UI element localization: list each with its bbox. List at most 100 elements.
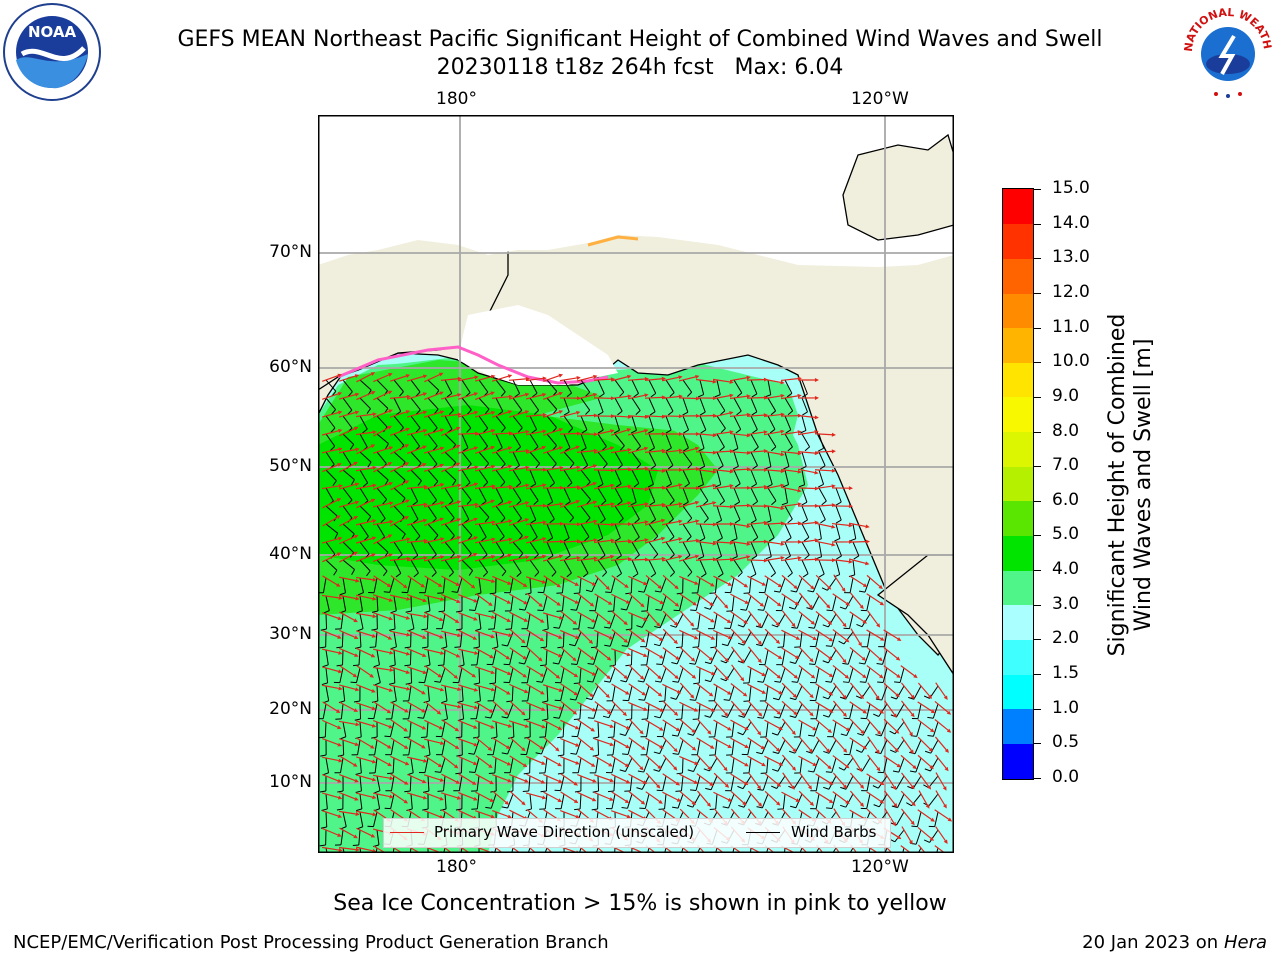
wave-arrow-head bbox=[423, 614, 428, 619]
wave-arrow bbox=[730, 719, 746, 729]
wave-arrow-head bbox=[372, 465, 377, 470]
wind-barb-flag bbox=[806, 607, 813, 610]
wind-barb bbox=[843, 631, 854, 645]
wave-arrow bbox=[712, 558, 731, 561]
wave-arrow bbox=[390, 500, 407, 508]
wave-arrow-head bbox=[641, 691, 647, 696]
wave-arrow-head bbox=[556, 601, 561, 606]
wind-barb-flag bbox=[687, 391, 692, 397]
wave-arrow bbox=[458, 537, 475, 544]
wind-barb bbox=[478, 577, 482, 593]
wind-barb bbox=[776, 775, 786, 789]
wave-arrow bbox=[577, 628, 591, 642]
wave-arrow bbox=[763, 484, 781, 490]
wave-arrow-head bbox=[406, 596, 411, 601]
wind-barb bbox=[357, 739, 361, 755]
wind-barb-flag bbox=[876, 663, 883, 665]
wave-arrow bbox=[441, 664, 456, 677]
wave-arrow-head bbox=[810, 620, 816, 625]
wave-arrow bbox=[799, 772, 811, 787]
wind-barb bbox=[866, 793, 871, 809]
wind-barb bbox=[561, 577, 565, 593]
wind-barb-flag bbox=[468, 570, 474, 576]
wind-barb bbox=[443, 595, 446, 612]
wind-barb-flag bbox=[859, 681, 866, 683]
wave-arrow-head bbox=[507, 778, 512, 783]
wind-barb bbox=[342, 847, 345, 853]
wind-barb-flag bbox=[573, 592, 580, 594]
colorbar-tick-label: 3.0 bbox=[1052, 593, 1080, 614]
wind-barb-flag bbox=[822, 624, 829, 628]
wave-arrow bbox=[780, 468, 798, 473]
wind-barb-flag bbox=[804, 446, 810, 452]
wave-arrow bbox=[764, 628, 778, 642]
wind-barb-flag bbox=[650, 464, 657, 470]
colorbar-segment bbox=[1003, 223, 1033, 259]
wind-barb bbox=[883, 757, 888, 773]
wind-barb bbox=[866, 595, 871, 611]
wind-barb bbox=[325, 847, 328, 853]
wave-arrow bbox=[628, 664, 642, 678]
wave-arrow-head bbox=[592, 464, 598, 469]
wave-arrow-head bbox=[814, 377, 819, 382]
wave-arrow bbox=[900, 845, 912, 853]
wave-arrow bbox=[797, 487, 816, 490]
wave-arrow bbox=[814, 522, 832, 528]
wave-arrow bbox=[695, 540, 713, 545]
wind-barb bbox=[881, 685, 888, 701]
wave-arrow bbox=[509, 611, 525, 621]
wave-arrow-head bbox=[875, 695, 880, 701]
wind-barb bbox=[682, 451, 693, 465]
wave-arrow bbox=[747, 755, 763, 765]
wave-arrow-head bbox=[657, 584, 662, 589]
wave-arrow bbox=[526, 592, 541, 605]
wave-arrow bbox=[390, 666, 407, 673]
wind-barb-flag bbox=[399, 391, 404, 397]
wave-arrow bbox=[423, 648, 441, 654]
wave-arrow bbox=[338, 594, 356, 600]
wind-barb bbox=[580, 397, 591, 411]
wind-barb bbox=[546, 487, 554, 503]
wind-barb bbox=[630, 649, 633, 666]
wind-barb bbox=[699, 487, 709, 502]
wave-arrow bbox=[576, 450, 594, 453]
wind-barb bbox=[750, 433, 759, 448]
wind-barb bbox=[763, 595, 769, 611]
wind-barb-flag bbox=[413, 572, 419, 578]
wave-arrow bbox=[423, 556, 441, 562]
wind-barb-flag bbox=[825, 771, 832, 773]
wind-barb bbox=[710, 649, 718, 664]
wave-arrow bbox=[356, 554, 373, 563]
wave-arrow-head bbox=[404, 480, 410, 485]
wind-barb-flag bbox=[625, 664, 632, 667]
wind-barb bbox=[376, 487, 388, 500]
wave-arrow bbox=[526, 737, 542, 748]
wave-arrow-head bbox=[370, 744, 375, 749]
wave-arrow bbox=[815, 665, 831, 676]
wind-barb bbox=[507, 793, 514, 809]
wind-barb-flag bbox=[534, 409, 539, 415]
wind-barb bbox=[743, 649, 752, 664]
wave-arrow-head bbox=[389, 794, 394, 799]
map-panel[interactable] bbox=[318, 115, 954, 853]
wave-arrow-head bbox=[541, 724, 546, 729]
wind-barb bbox=[852, 523, 857, 539]
wind-barb-flag bbox=[590, 646, 598, 649]
wave-arrow bbox=[423, 484, 441, 490]
wind-barb bbox=[393, 613, 396, 629]
wind-barb bbox=[560, 775, 565, 791]
wave-arrow bbox=[390, 701, 406, 712]
wave-arrow bbox=[797, 451, 816, 454]
wind-barb-flag bbox=[721, 715, 728, 718]
wave-arrow bbox=[492, 790, 507, 803]
wave-arrow bbox=[475, 755, 490, 767]
wind-barb bbox=[882, 649, 888, 665]
wave-arrow bbox=[407, 701, 423, 712]
wind-barb bbox=[613, 595, 616, 611]
wave-arrow bbox=[390, 612, 407, 619]
wave-arrow bbox=[441, 792, 458, 799]
wind-barb bbox=[648, 469, 654, 485]
wind-barb bbox=[784, 379, 793, 394]
wave-arrow-head bbox=[572, 710, 578, 715]
wind-barb-flag bbox=[532, 392, 538, 398]
